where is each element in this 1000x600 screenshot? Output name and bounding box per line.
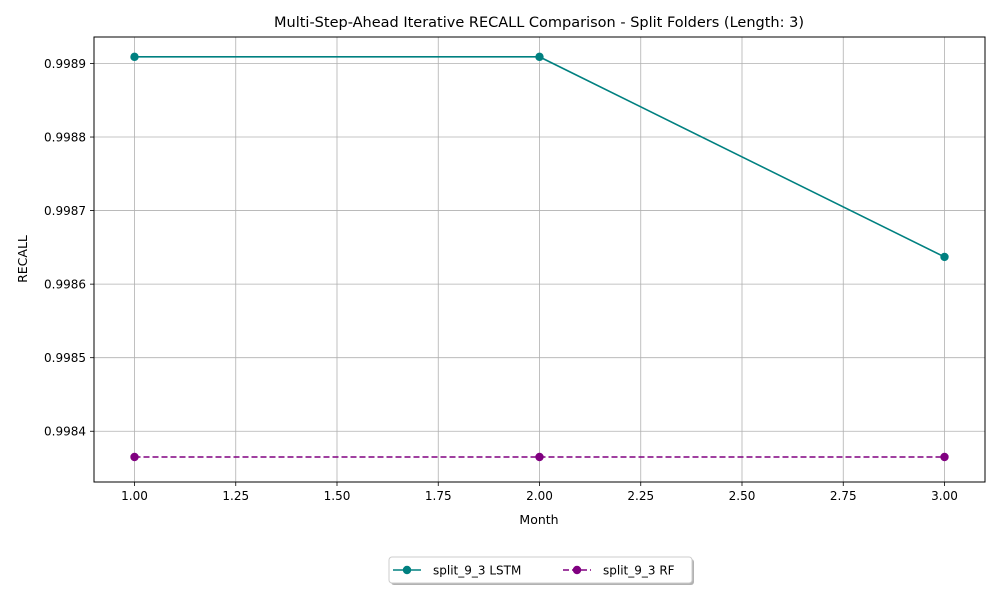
grid-lines xyxy=(94,37,985,482)
legend-marker xyxy=(572,565,582,575)
x-tick-label: 2.25 xyxy=(627,489,654,503)
x-tick-label: 1.75 xyxy=(425,489,452,503)
data-point xyxy=(535,52,544,62)
y-axis-label: RECALL xyxy=(15,235,30,283)
x-tick-label: 2.75 xyxy=(830,489,857,503)
y-tick-label: 0.9989 xyxy=(44,57,86,71)
legend-box xyxy=(388,556,693,584)
chart-title: Multi-Step-Ahead Iterative RECALL Compar… xyxy=(274,15,804,31)
y-tick-label: 0.9987 xyxy=(44,204,86,218)
y-axis-ticks: 0.9984 0.9985 0.9986 0.9987 0.9988 0.9989 xyxy=(44,57,94,439)
data-point xyxy=(130,52,139,62)
x-tick-label: 1.50 xyxy=(324,489,351,503)
y-tick-label: 0.9985 xyxy=(44,351,86,365)
legend-marker xyxy=(402,565,412,575)
x-tick-label: 1.00 xyxy=(121,489,148,503)
y-tick-label: 0.9984 xyxy=(44,425,86,439)
y-tick-label: 0.9988 xyxy=(44,131,86,145)
x-tick-label: 2.50 xyxy=(729,489,756,503)
x-axis-ticks: 1.00 1.25 1.50 1.75 2.00 2.25 2.50 2.75 3.00 xyxy=(121,482,958,503)
y-tick-label: 0.9986 xyxy=(44,278,86,292)
x-axis-label: Month xyxy=(519,512,558,527)
data-point xyxy=(535,452,544,462)
legend-label: split_9_3 LSTM xyxy=(433,564,521,578)
legend: split_9_3 LSTM split_9_3 RF xyxy=(388,556,694,585)
data-point xyxy=(940,452,949,462)
legend-label: split_9_3 RF xyxy=(603,564,675,578)
x-tick-label: 3.00 xyxy=(931,489,958,503)
data-point xyxy=(130,452,139,462)
data-point xyxy=(940,252,949,262)
x-tick-label: 1.25 xyxy=(222,489,249,503)
x-tick-label: 2.00 xyxy=(526,489,553,503)
series-layer xyxy=(130,52,949,462)
